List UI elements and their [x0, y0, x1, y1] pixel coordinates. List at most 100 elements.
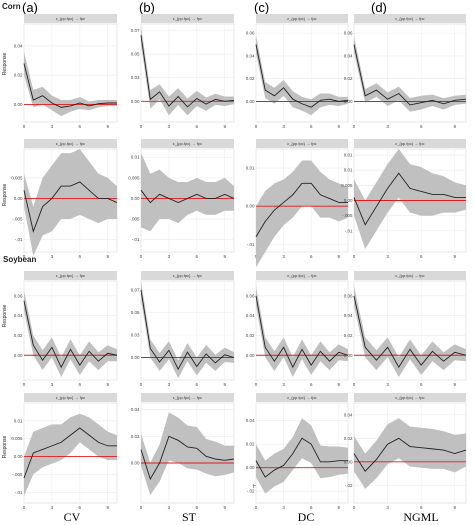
response-line [140, 435, 235, 481]
strip-header [141, 14, 234, 23]
strip-label: ε_{pp.fpc} → fpc [173, 141, 202, 146]
x-tick-label: 9 [223, 254, 226, 259]
y-tick-label: 0.02 [344, 436, 353, 441]
y-tick-label: 0.05 [131, 310, 140, 315]
x-tick-label: 9 [106, 124, 109, 129]
x-tick-label: 6 [420, 254, 423, 259]
confidence-band [354, 149, 466, 249]
y-tick-label: 0.04 [14, 43, 23, 48]
strip-header [141, 393, 234, 402]
y-tick-label: 0.04 [131, 407, 140, 412]
x-tick-label: 3 [282, 254, 285, 259]
x-tick-label: 3 [168, 124, 171, 129]
x-tick-label: 6 [310, 382, 313, 387]
strip-header [24, 139, 117, 148]
col-letter-c: (c) [254, 0, 269, 15]
x-tick-label: 9 [223, 124, 226, 129]
y-tick-label: 0.005 [11, 175, 23, 180]
x-tick-label: 3 [51, 505, 54, 510]
x-tick-label: 0 [353, 505, 356, 510]
method-label-cv: CV [64, 510, 81, 524]
x-tick-label: 6 [196, 382, 199, 387]
x-tick-label: 9 [338, 124, 341, 129]
response-line [140, 189, 235, 204]
strip-header [24, 271, 117, 280]
x-tick-label: 6 [196, 124, 199, 129]
x-tick-label: 0 [255, 382, 258, 387]
x-tick-label: 9 [454, 505, 457, 510]
y-tick-label: 0.04 [344, 53, 353, 58]
method-label-st: ST [182, 510, 197, 524]
panel-soy-r1-DC: ε_{pp.fpc} → fpc 0.00 0.02 0.04 0.06 0 3 6 9 [246, 271, 349, 387]
strip-label: ε_{pp.fpc} → fpc [287, 395, 316, 400]
y-axis-label-corn-r2: Response [2, 184, 8, 207]
y-tick-label: 0.01 [131, 155, 140, 160]
strip-label: ε_{pp.fpc} → fpc [395, 273, 424, 278]
strip-header [354, 14, 466, 23]
x-tick-label: 3 [282, 124, 285, 129]
col-letter-b: (b) [139, 0, 155, 15]
x-tick-label: 9 [338, 505, 341, 510]
response-line [23, 63, 117, 108]
response-line [255, 44, 349, 108]
y-tick-label: 0.005 [341, 183, 353, 188]
y-tick-label: -.02 [345, 483, 353, 488]
panel-soy-r1-NGML: ε_{pp.fpc} → fpc 0.00 0.02 0.04 0.06 0 3 6 9 [344, 271, 467, 387]
strip-header [256, 14, 348, 23]
response-line [255, 437, 348, 478]
x-tick-label: 3 [386, 382, 389, 387]
strip-header [354, 139, 466, 148]
y-tick-label: 0.00 [131, 355, 140, 360]
x-tick-label: 0 [140, 124, 143, 129]
x-tick-label: 3 [386, 505, 389, 510]
x-tick-label: 6 [420, 124, 423, 129]
x-tick-label: 3 [282, 505, 285, 510]
y-tick-label: 0.00 [246, 204, 255, 209]
y-tick-label: 0.01 [246, 166, 255, 171]
response-line [140, 35, 235, 108]
x-tick-label: 6 [79, 505, 82, 510]
y-tick-label: 0.06 [344, 31, 353, 36]
strip-header [354, 271, 466, 280]
x-tick-label: 0 [140, 505, 143, 510]
y-tick-label: 0.04 [344, 412, 353, 417]
x-tick-label: 6 [310, 505, 313, 510]
x-tick-label: 6 [310, 254, 313, 259]
y-tick-label: 0.06 [344, 293, 353, 298]
panel-soy-r2-CV: ε_{pp.fpc} → fpc -.01 -.005 0.00 0.005 0.01 0 3… [11, 393, 118, 510]
y-tick-label: 0.005 [11, 436, 23, 441]
y-tick-label: 0.06 [246, 293, 255, 298]
x-tick-label: 0 [255, 505, 258, 510]
y-axis-label-corn-r1: Response [2, 53, 8, 76]
y-tick-label: 0.03 [131, 75, 140, 80]
strip-label: ε_{pp.fpc} → fpc [56, 16, 85, 21]
strip-label: ε_{pp.fpc} → fpc [395, 395, 424, 400]
x-tick-label: 3 [51, 382, 54, 387]
x-tick-label: 0 [140, 382, 143, 387]
y-tick-label: 0.02 [131, 434, 140, 439]
y-tick-label: 0.07 [131, 28, 140, 33]
confidence-band [24, 413, 117, 496]
strip-label: ε_{pp.fpc} → fpc [56, 395, 85, 400]
strip-header [256, 393, 348, 402]
panel-corn-r1-ST: ε_{pp.fpc} → fpc 0.00 0.03 0.05 0.07 0 3 6 9 [131, 14, 235, 129]
x-tick-label: 0 [353, 124, 356, 129]
x-tick-label: 3 [386, 254, 389, 259]
y-tick-label: -.01 [15, 490, 23, 495]
y-tick-label: -.01 [247, 242, 255, 247]
y-tick-label: -.005 [12, 472, 23, 477]
y-tick-label: -.01 [345, 228, 353, 233]
x-tick-label: 6 [79, 382, 82, 387]
x-tick-label: 9 [223, 505, 226, 510]
confidence-band [24, 149, 117, 257]
panel-corn-r1-DC: ε_{pp.fpc} → fpc 0.00 0.02 0.04 0.06 0 3 6 9 [246, 14, 349, 129]
x-tick-label: 6 [420, 505, 423, 510]
y-tick-label: -.01 [15, 237, 23, 242]
y-tick-label: 0.00 [14, 353, 23, 358]
confidence-band [256, 160, 348, 268]
strip-label: ε_{pp.fpc} → fpc [173, 395, 202, 400]
panel-soy-r1-ST: ε_{pp.fpc} → fpc 0.00 0.03 0.05 0.07 0 3 6 9 [131, 271, 235, 387]
strip-header [354, 393, 466, 402]
y-tick-label: 0.04 [246, 313, 255, 318]
